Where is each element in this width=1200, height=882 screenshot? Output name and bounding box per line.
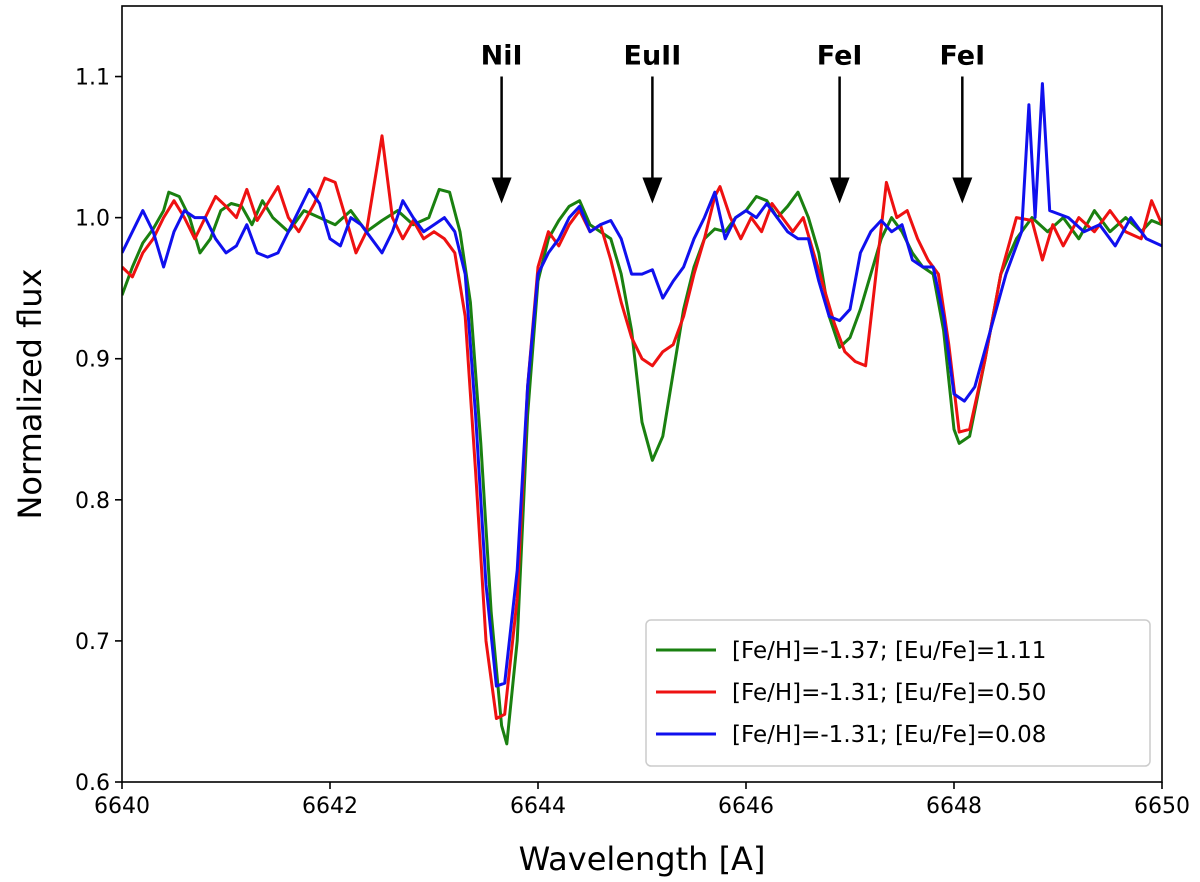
line-annotation: NiI	[481, 41, 523, 204]
annotations-layer: NiI EuII FeI FeI	[481, 41, 985, 204]
legend-label: [Fe/H]=-1.31; [Eu/Fe]=0.50	[732, 680, 1046, 706]
x-tick-label: 6650	[1134, 794, 1190, 819]
line-annotation: EuII	[624, 41, 682, 204]
x-tick-label: 6648	[926, 794, 982, 819]
x-tick-label: 6640	[94, 794, 150, 819]
legend-item: [Fe/H]=-1.37; [Eu/Fe]=1.11	[656, 638, 1046, 664]
annotation-label: NiI	[481, 41, 523, 72]
legend-item: [Fe/H]=-1.31; [Eu/Fe]=0.08	[656, 722, 1046, 748]
line-annotation: FeI	[939, 41, 985, 204]
y-tick-label: 0.6	[75, 771, 110, 796]
annotation-arrow-head	[491, 177, 512, 204]
annotation-arrow-head	[642, 177, 663, 204]
ticks-layer: 6640 6642 6644 6646 6648 6650 0.6 0.7 0.8 0.9 1.0 1…	[75, 66, 1190, 819]
plot-frame	[121, 5, 1163, 783]
annotation-label: FeI	[817, 41, 863, 72]
y-tick-label: 0.8	[75, 489, 110, 514]
annotation-arrow-head	[952, 177, 973, 204]
legend-box	[645, 619, 1151, 767]
legend-label: [Fe/H]=-1.37; [Eu/Fe]=1.11	[732, 638, 1046, 664]
series-line-3	[122, 82, 1162, 688]
x-tick-label: 6646	[718, 794, 774, 819]
legend-label: [Fe/H]=-1.31; [Eu/Fe]=0.08	[732, 722, 1046, 748]
x-tick-label: 6642	[302, 794, 358, 819]
y-axis-title: Normalized flux	[11, 268, 49, 519]
y-tick-label: 1.0	[75, 207, 110, 232]
series-layer	[122, 82, 1162, 746]
annotation-label: EuII	[624, 41, 682, 72]
y-tick-label: 0.7	[75, 630, 110, 655]
legend: [Fe/H]=-1.37; [Eu/Fe]=1.11 [Fe/H]=-1.31; …	[645, 619, 1151, 767]
y-tick-label: 1.1	[75, 66, 110, 91]
annotation-arrow-head	[829, 177, 850, 204]
y-tick-label: 0.9	[75, 348, 110, 373]
annotation-label: FeI	[939, 41, 985, 72]
x-axis-title: Wavelength [A]	[519, 840, 766, 878]
line-annotation: FeI	[817, 41, 863, 204]
legend-item: [Fe/H]=-1.31; [Eu/Fe]=0.50	[656, 680, 1046, 706]
series-line-1	[122, 187, 1162, 746]
x-tick-label: 6644	[510, 794, 566, 819]
